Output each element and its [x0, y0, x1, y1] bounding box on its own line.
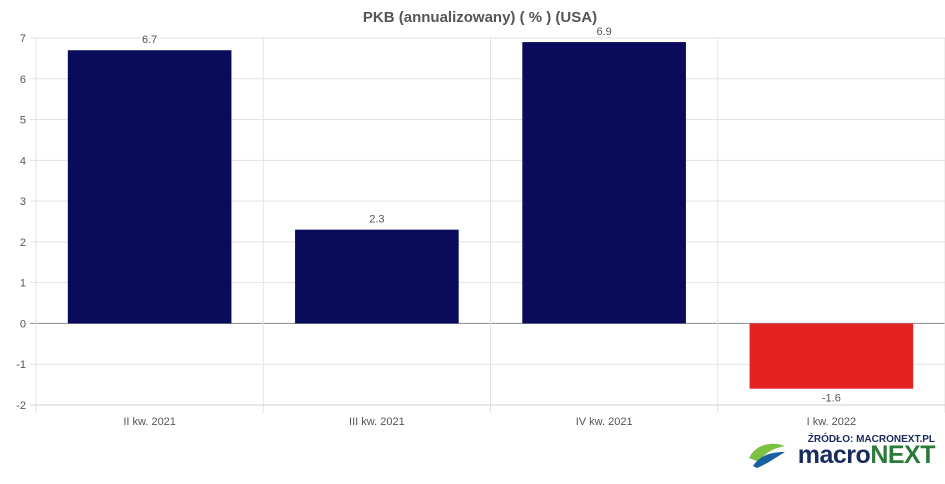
data-label: 2.3: [369, 214, 384, 226]
y-tick-label: 3: [20, 196, 26, 208]
x-axis: II kw. 2021 III kw. 2021 IV kw. 2021 I kw. …: [123, 416, 856, 428]
brand-part1: macro: [797, 441, 871, 469]
y-tick-label: 6: [20, 74, 26, 86]
y-tick-label: 4: [20, 155, 26, 167]
y-tick-label: -2: [16, 400, 26, 412]
data-label: 6.9: [596, 26, 611, 38]
y-tick-label: 5: [20, 115, 26, 127]
bar: [522, 42, 686, 324]
y-tick-label: 1: [20, 278, 26, 290]
brand-part2: NEXT: [870, 441, 935, 469]
x-tick-label: IV kw. 2021: [576, 416, 633, 428]
x-tick-label: III kw. 2021: [349, 416, 405, 428]
data-labels: 6.7 2.3 6.9 -1.6: [142, 26, 841, 405]
leaf-swoosh-icon: [749, 443, 785, 468]
data-label: -1.6: [822, 393, 841, 405]
y-axis: 7 6 5 4 3 2 1 0 -1 -2: [16, 33, 26, 412]
brand-name: macroNEXT: [797, 441, 936, 469]
bar: [67, 50, 232, 324]
y-tick-label: -1: [16, 359, 26, 371]
bar: [749, 323, 914, 389]
bar: [295, 229, 459, 324]
y-tick-label: 2: [20, 237, 26, 249]
y-tick-label: 7: [20, 33, 26, 45]
chart-title: PKB (annualizowany) ( % ) (USA): [363, 9, 597, 26]
x-tick-label: I kw. 2022: [807, 416, 857, 428]
data-label: 6.7: [142, 34, 157, 46]
source-label: ŹRÓDŁO: MACRONEXT.PL: [807, 434, 935, 445]
bars: [67, 42, 914, 389]
x-tick-label: II kw. 2021: [123, 416, 176, 428]
y-tick-label: 0: [20, 318, 26, 330]
source-logo: ŹRÓDŁO: MACRONEXT.PL macroNEXT: [745, 434, 935, 474]
